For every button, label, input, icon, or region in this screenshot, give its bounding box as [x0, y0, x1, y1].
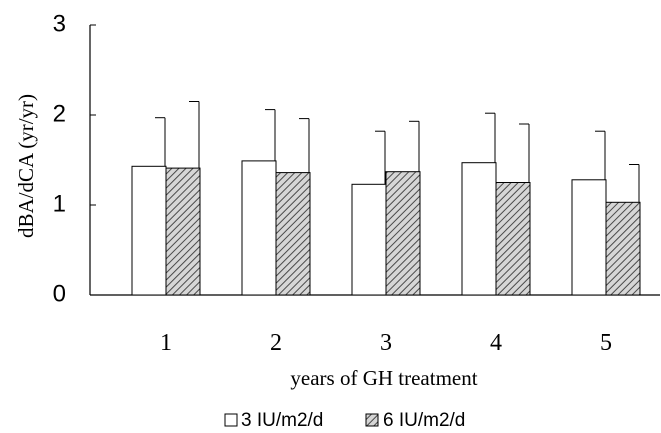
- bar-3iu: [461, 162, 497, 296]
- y-axis-title: dBA/dCA (yr/yr): [14, 94, 38, 238]
- legend-label-6iu: 6 IU/m2/d: [383, 410, 465, 431]
- y-tick-label: 1: [53, 190, 66, 217]
- bar-6iu: [275, 172, 311, 296]
- bar-6iu: [165, 167, 201, 296]
- bar-6iu: [385, 171, 421, 296]
- x-tick-label: 4: [490, 330, 502, 356]
- legend-swatch-6iu: [365, 413, 379, 427]
- x-tick-label: 3: [380, 330, 392, 356]
- bar-6iu: [495, 182, 531, 296]
- bar-3iu: [131, 165, 167, 296]
- x-tick-label: 1: [160, 330, 172, 356]
- bar-3iu: [351, 183, 387, 296]
- bar-3iu: [571, 179, 607, 296]
- bar-3iu: [241, 160, 277, 296]
- y-tick-label: 2: [53, 100, 66, 127]
- bar-6iu: [605, 201, 641, 296]
- y-tick-label: 3: [53, 10, 66, 37]
- legend-swatch-3iu: [224, 413, 238, 427]
- legend-label-3iu: 3 IU/m2/d: [241, 410, 323, 431]
- legend: 3 IU/m2/d 6 IU/m2/d: [224, 410, 465, 431]
- x-axis-title: years of GH treatment: [290, 366, 477, 390]
- y-tick-label: 0: [53, 280, 66, 307]
- x-tick-label: 2: [270, 330, 282, 356]
- x-tick-label: 5: [600, 330, 612, 356]
